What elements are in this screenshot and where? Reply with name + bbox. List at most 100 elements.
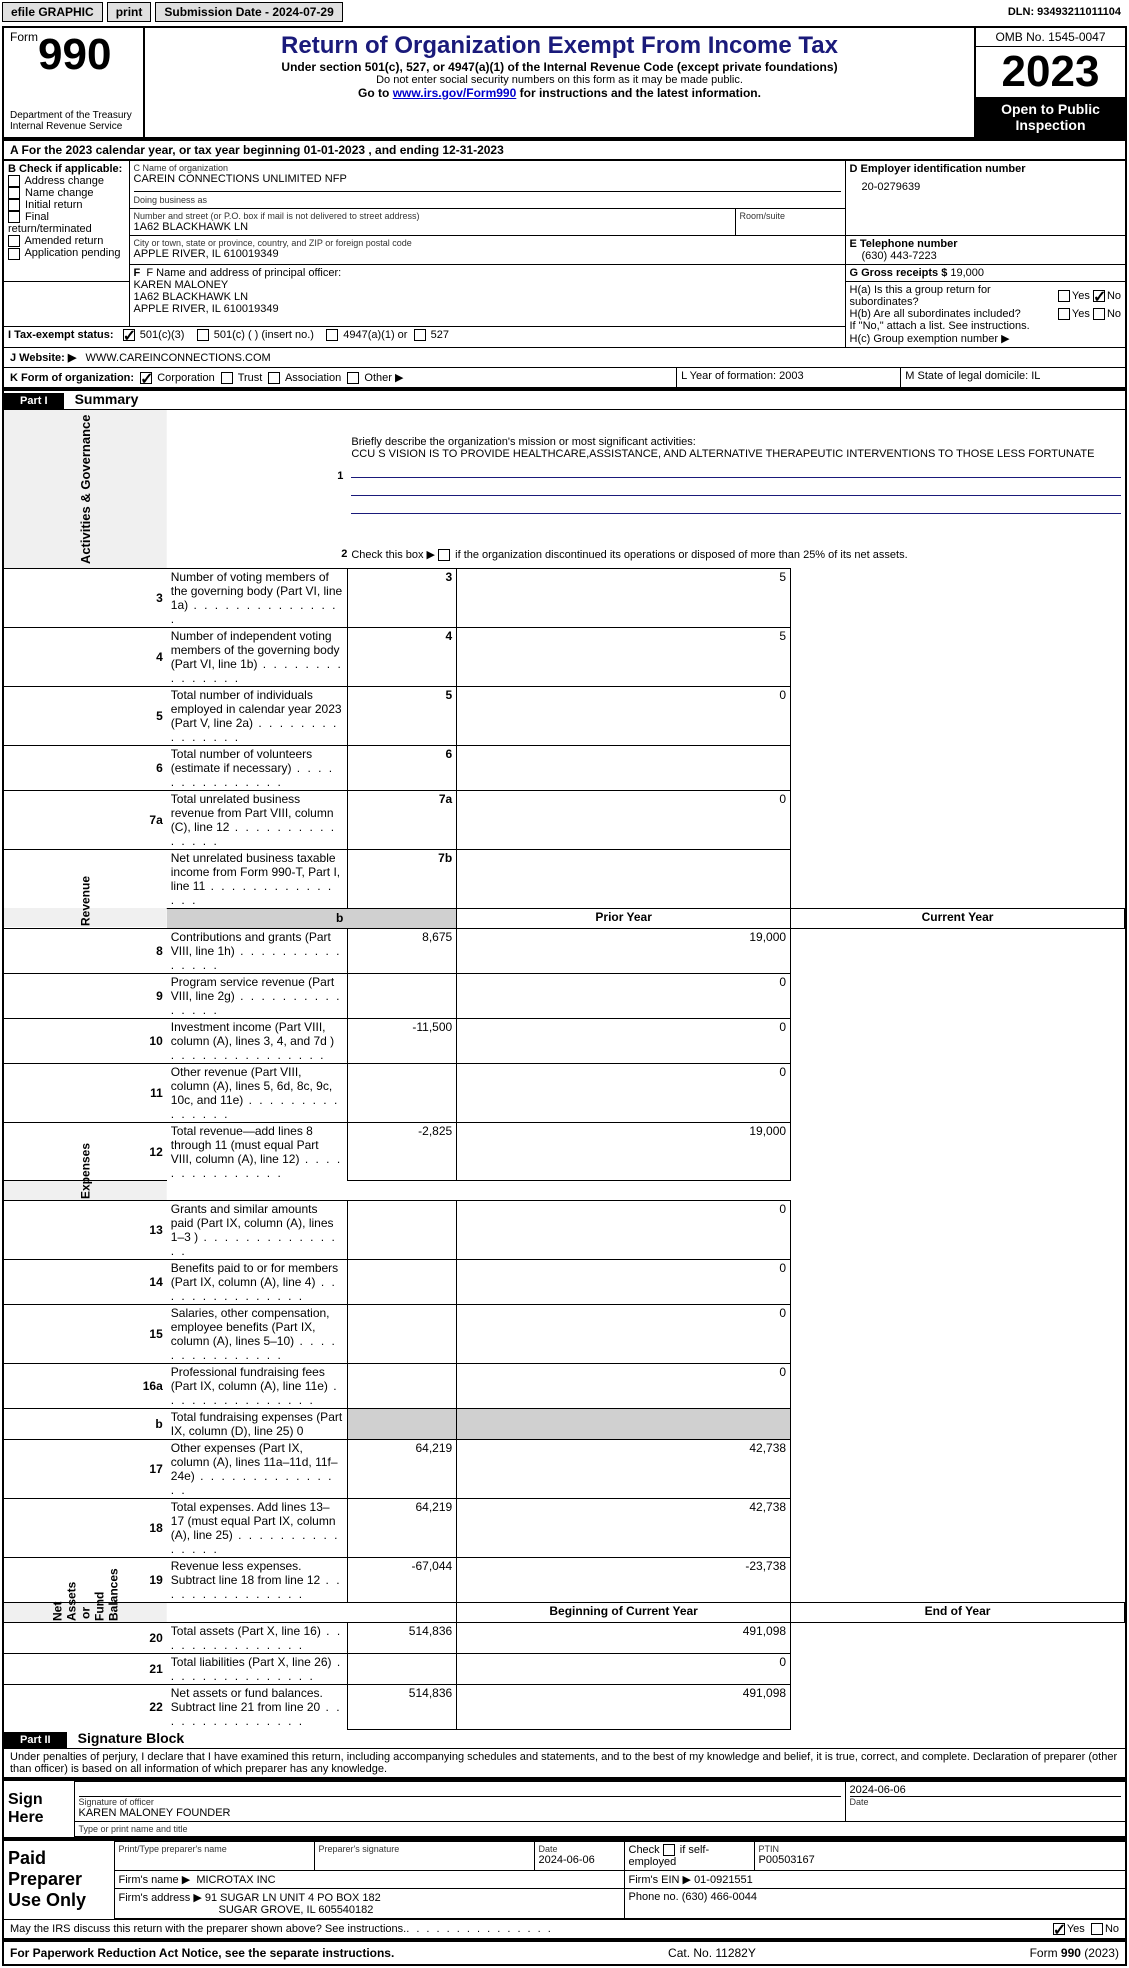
hb-label: H(b) Are all subordinates included? bbox=[850, 308, 1032, 320]
officer-addr1: 1A62 BLACKHAWK LN bbox=[134, 291, 841, 303]
discuss-q: May the IRS discuss this return with the… bbox=[10, 1923, 406, 1935]
i-label: I Tax-exempt status: bbox=[8, 329, 114, 341]
ha-no[interactable] bbox=[1093, 290, 1105, 302]
i-527[interactable] bbox=[414, 329, 426, 341]
q1: Briefly describe the organization's miss… bbox=[351, 436, 695, 448]
line-a: A For the 2023 calendar year, or tax yea… bbox=[4, 141, 1125, 159]
part1-bar: Part I Summary bbox=[4, 391, 1125, 409]
discuss-no[interactable] bbox=[1091, 1923, 1103, 1935]
j-label: J Website: ▶ bbox=[10, 352, 76, 364]
ssn-note: Do not enter social security numbers on … bbox=[155, 74, 964, 86]
gov-row: 3Number of voting members of the governi… bbox=[4, 568, 1125, 627]
net-row: 21Total liabilities (Part X, line 26)0 bbox=[4, 1654, 1125, 1685]
gov-row: 4Number of independent voting members of… bbox=[4, 627, 1125, 686]
mission: CCU S VISION IS TO PROVIDE HEALTHCARE,AS… bbox=[351, 448, 1094, 460]
rev-row: 11Other revenue (Part VIII, column (A), … bbox=[4, 1063, 1125, 1122]
tax-year: 2023 bbox=[976, 47, 1125, 97]
rev-row: 10Investment income (Part VIII, column (… bbox=[4, 1018, 1125, 1063]
l-year: L Year of formation: 2003 bbox=[677, 368, 901, 387]
open-public: Open to Public Inspection bbox=[976, 97, 1125, 137]
g-label: G Gross receipts $ bbox=[850, 267, 948, 279]
part2-bar: Part II Signature Block bbox=[4, 1730, 1125, 1748]
net-row: 22Net assets or fund balances. Subtract … bbox=[4, 1685, 1125, 1730]
hb-yes[interactable] bbox=[1058, 308, 1070, 320]
officer-name: KAREN MALONEY bbox=[134, 279, 841, 291]
paid-prep: Paid Preparer Use Only bbox=[4, 1841, 114, 1918]
ptin: P00503167 bbox=[759, 1854, 1122, 1866]
website: WWW.CAREINCONNECTIONS.COM bbox=[86, 352, 271, 364]
d-label: D Employer identification number bbox=[850, 163, 1122, 175]
gross-receipts: 19,000 bbox=[950, 267, 984, 279]
exp-row: 17Other expenses (Part IX, column (A), l… bbox=[4, 1440, 1125, 1499]
firm-ein: 01-0921551 bbox=[694, 1874, 753, 1886]
irs-link[interactable]: www.irs.gov/Form990 bbox=[393, 86, 517, 100]
b-option: Amended return bbox=[8, 235, 125, 247]
k-trust[interactable] bbox=[221, 372, 233, 384]
city-label: City or town, state or province, country… bbox=[134, 238, 841, 248]
net-row: 20Total assets (Part X, line 16)514,8364… bbox=[4, 1623, 1125, 1654]
exp-row: 14Benefits paid to or for members (Part … bbox=[4, 1260, 1125, 1305]
vlabel-gov: Activities & Governance bbox=[4, 410, 167, 568]
addr-label: Number and street (or P.O. box if mail i… bbox=[134, 211, 731, 221]
footer: For Paperwork Reduction Act Notice, see … bbox=[4, 1942, 1125, 1964]
sign-here: Sign Here bbox=[4, 1781, 74, 1836]
sig-date: 2024-06-06 bbox=[850, 1784, 1122, 1797]
hc-label: H(c) Group exemption number ▶ bbox=[850, 332, 1122, 345]
i-501c3[interactable] bbox=[123, 329, 135, 341]
firm-phone: (630) 466-0044 bbox=[682, 1891, 757, 1903]
summary-table: Activities & Governance 1 Briefly descri… bbox=[4, 410, 1125, 1730]
i-4947[interactable] bbox=[326, 329, 338, 341]
k-assoc[interactable] bbox=[268, 372, 280, 384]
q2: if the organization discontinued its ope… bbox=[455, 549, 908, 561]
sig-date-label: Date bbox=[850, 1797, 1122, 1807]
ha-yes[interactable] bbox=[1058, 290, 1070, 302]
header-table: Form990 Department of the Treasury Inter… bbox=[4, 28, 1125, 137]
exp-row: 13Grants and similar amounts paid (Part … bbox=[4, 1201, 1125, 1260]
ha-label: H(a) Is this a group return for subordin… bbox=[850, 284, 1032, 308]
b-label: B Check if applicable: bbox=[8, 163, 125, 175]
exp-row: 16aProfessional fundraising fees (Part I… bbox=[4, 1364, 1125, 1409]
exp-row: 19Revenue less expenses. Subtract line 1… bbox=[4, 1558, 1125, 1603]
discuss-yes[interactable] bbox=[1053, 1923, 1065, 1935]
vlabel-rev: Revenue bbox=[4, 908, 167, 928]
officer-addr2: APPLE RIVER, IL 610019349 bbox=[134, 303, 841, 315]
exp-row: 15Salaries, other compensation, employee… bbox=[4, 1305, 1125, 1364]
type-name-label: Type or print name and title bbox=[79, 1824, 1122, 1834]
k-other[interactable] bbox=[347, 372, 359, 384]
rev-row: 8Contributions and grants (Part VIII, li… bbox=[4, 928, 1125, 973]
k-corp[interactable] bbox=[140, 372, 152, 384]
firm-addr1: 91 SUGAR LN UNIT 4 PO BOX 182 bbox=[205, 1892, 381, 1904]
room-label: Room/suite bbox=[740, 211, 841, 221]
gov-row: 6Total number of volunteers (estimate if… bbox=[4, 745, 1125, 790]
sig-officer-name: KAREN MALONEY FOUNDER bbox=[79, 1807, 841, 1819]
exp-row: 18Total expenses. Add lines 13–17 (must … bbox=[4, 1499, 1125, 1558]
gov-row: 5Total number of individuals employed in… bbox=[4, 686, 1125, 745]
ein: 20-0279639 bbox=[850, 175, 1122, 193]
self-emp-check[interactable] bbox=[663, 1844, 675, 1856]
c-name-label: C Name of organization bbox=[134, 163, 841, 173]
e-label: E Telephone number bbox=[850, 238, 1122, 250]
submission-date: Submission Date - 2024-07-29 bbox=[155, 2, 342, 22]
q2-check[interactable] bbox=[438, 549, 450, 561]
entity-block: B Check if applicable: Address change Na… bbox=[4, 160, 1125, 347]
col-beg: Beginning of Current Year bbox=[457, 1603, 791, 1623]
col-end: End of Year bbox=[791, 1603, 1125, 1623]
dba-label: Doing business as bbox=[134, 195, 208, 205]
gov-row: Net unrelated business taxable income fr… bbox=[4, 849, 1125, 908]
k-label: K Form of organization: bbox=[10, 372, 134, 384]
city-state-zip: APPLE RIVER, IL 610019349 bbox=[134, 248, 841, 260]
hb-no[interactable] bbox=[1093, 308, 1105, 320]
firm-name: MICROTAX INC bbox=[196, 1874, 275, 1886]
sign-block: Sign Here Signature of officer KAREN MAL… bbox=[4, 1781, 1125, 1837]
dln: DLN: 93493211011104 bbox=[1008, 6, 1127, 18]
omb-no: OMB No. 1545-0047 bbox=[976, 28, 1125, 47]
print-btn[interactable]: print bbox=[107, 2, 152, 22]
goto-note: Go to www.irs.gov/Form990 for instructio… bbox=[155, 86, 964, 100]
street-address: 1A62 BLACKHAWK LN bbox=[134, 221, 731, 233]
preparer-block: Paid Preparer Use Only Print/Type prepar… bbox=[4, 1841, 1125, 1919]
b-option: Name change bbox=[8, 187, 125, 199]
i-501c[interactable] bbox=[197, 329, 209, 341]
efile-btn[interactable]: efile GRAPHIC bbox=[2, 2, 103, 22]
hb-note: If "No," attach a list. See instructions… bbox=[850, 320, 1122, 332]
org-name: CAREIN CONNECTIONS UNLIMITED NFP bbox=[134, 173, 841, 185]
